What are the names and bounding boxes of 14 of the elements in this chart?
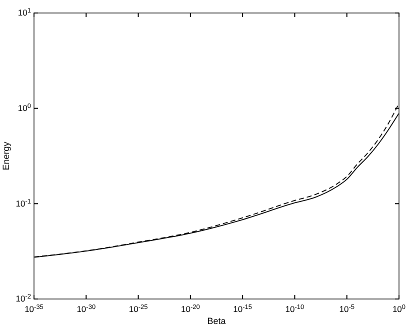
x-tick-label: 10$^{-20}$: [180, 304, 200, 314]
y-tick-label: 10$^{-1}$: [16, 198, 32, 208]
x-tick-label: 10$^{-30}$: [76, 304, 96, 314]
x-tick-label: 10$^{0}$: [392, 304, 406, 314]
x-tick-label: 10$^{-5}$: [339, 304, 355, 314]
x-tick-label: 10$^{-25}$: [128, 304, 148, 314]
x-tick-label: 10$^{-10}$: [285, 304, 305, 314]
x-tick-label: 10$^{-15}$: [233, 304, 252, 314]
x-axis-title: Beta: [207, 316, 226, 326]
x-tick-label: 10$^{-35}$: [24, 304, 44, 314]
y-tick-label: 10$^{1}$: [18, 7, 32, 18]
y-tick-label: 10$^{0}$: [18, 102, 32, 114]
y-tick-label: 10$^{-2}$: [16, 293, 32, 304]
y-axis-title: Energy: [1, 141, 11, 170]
